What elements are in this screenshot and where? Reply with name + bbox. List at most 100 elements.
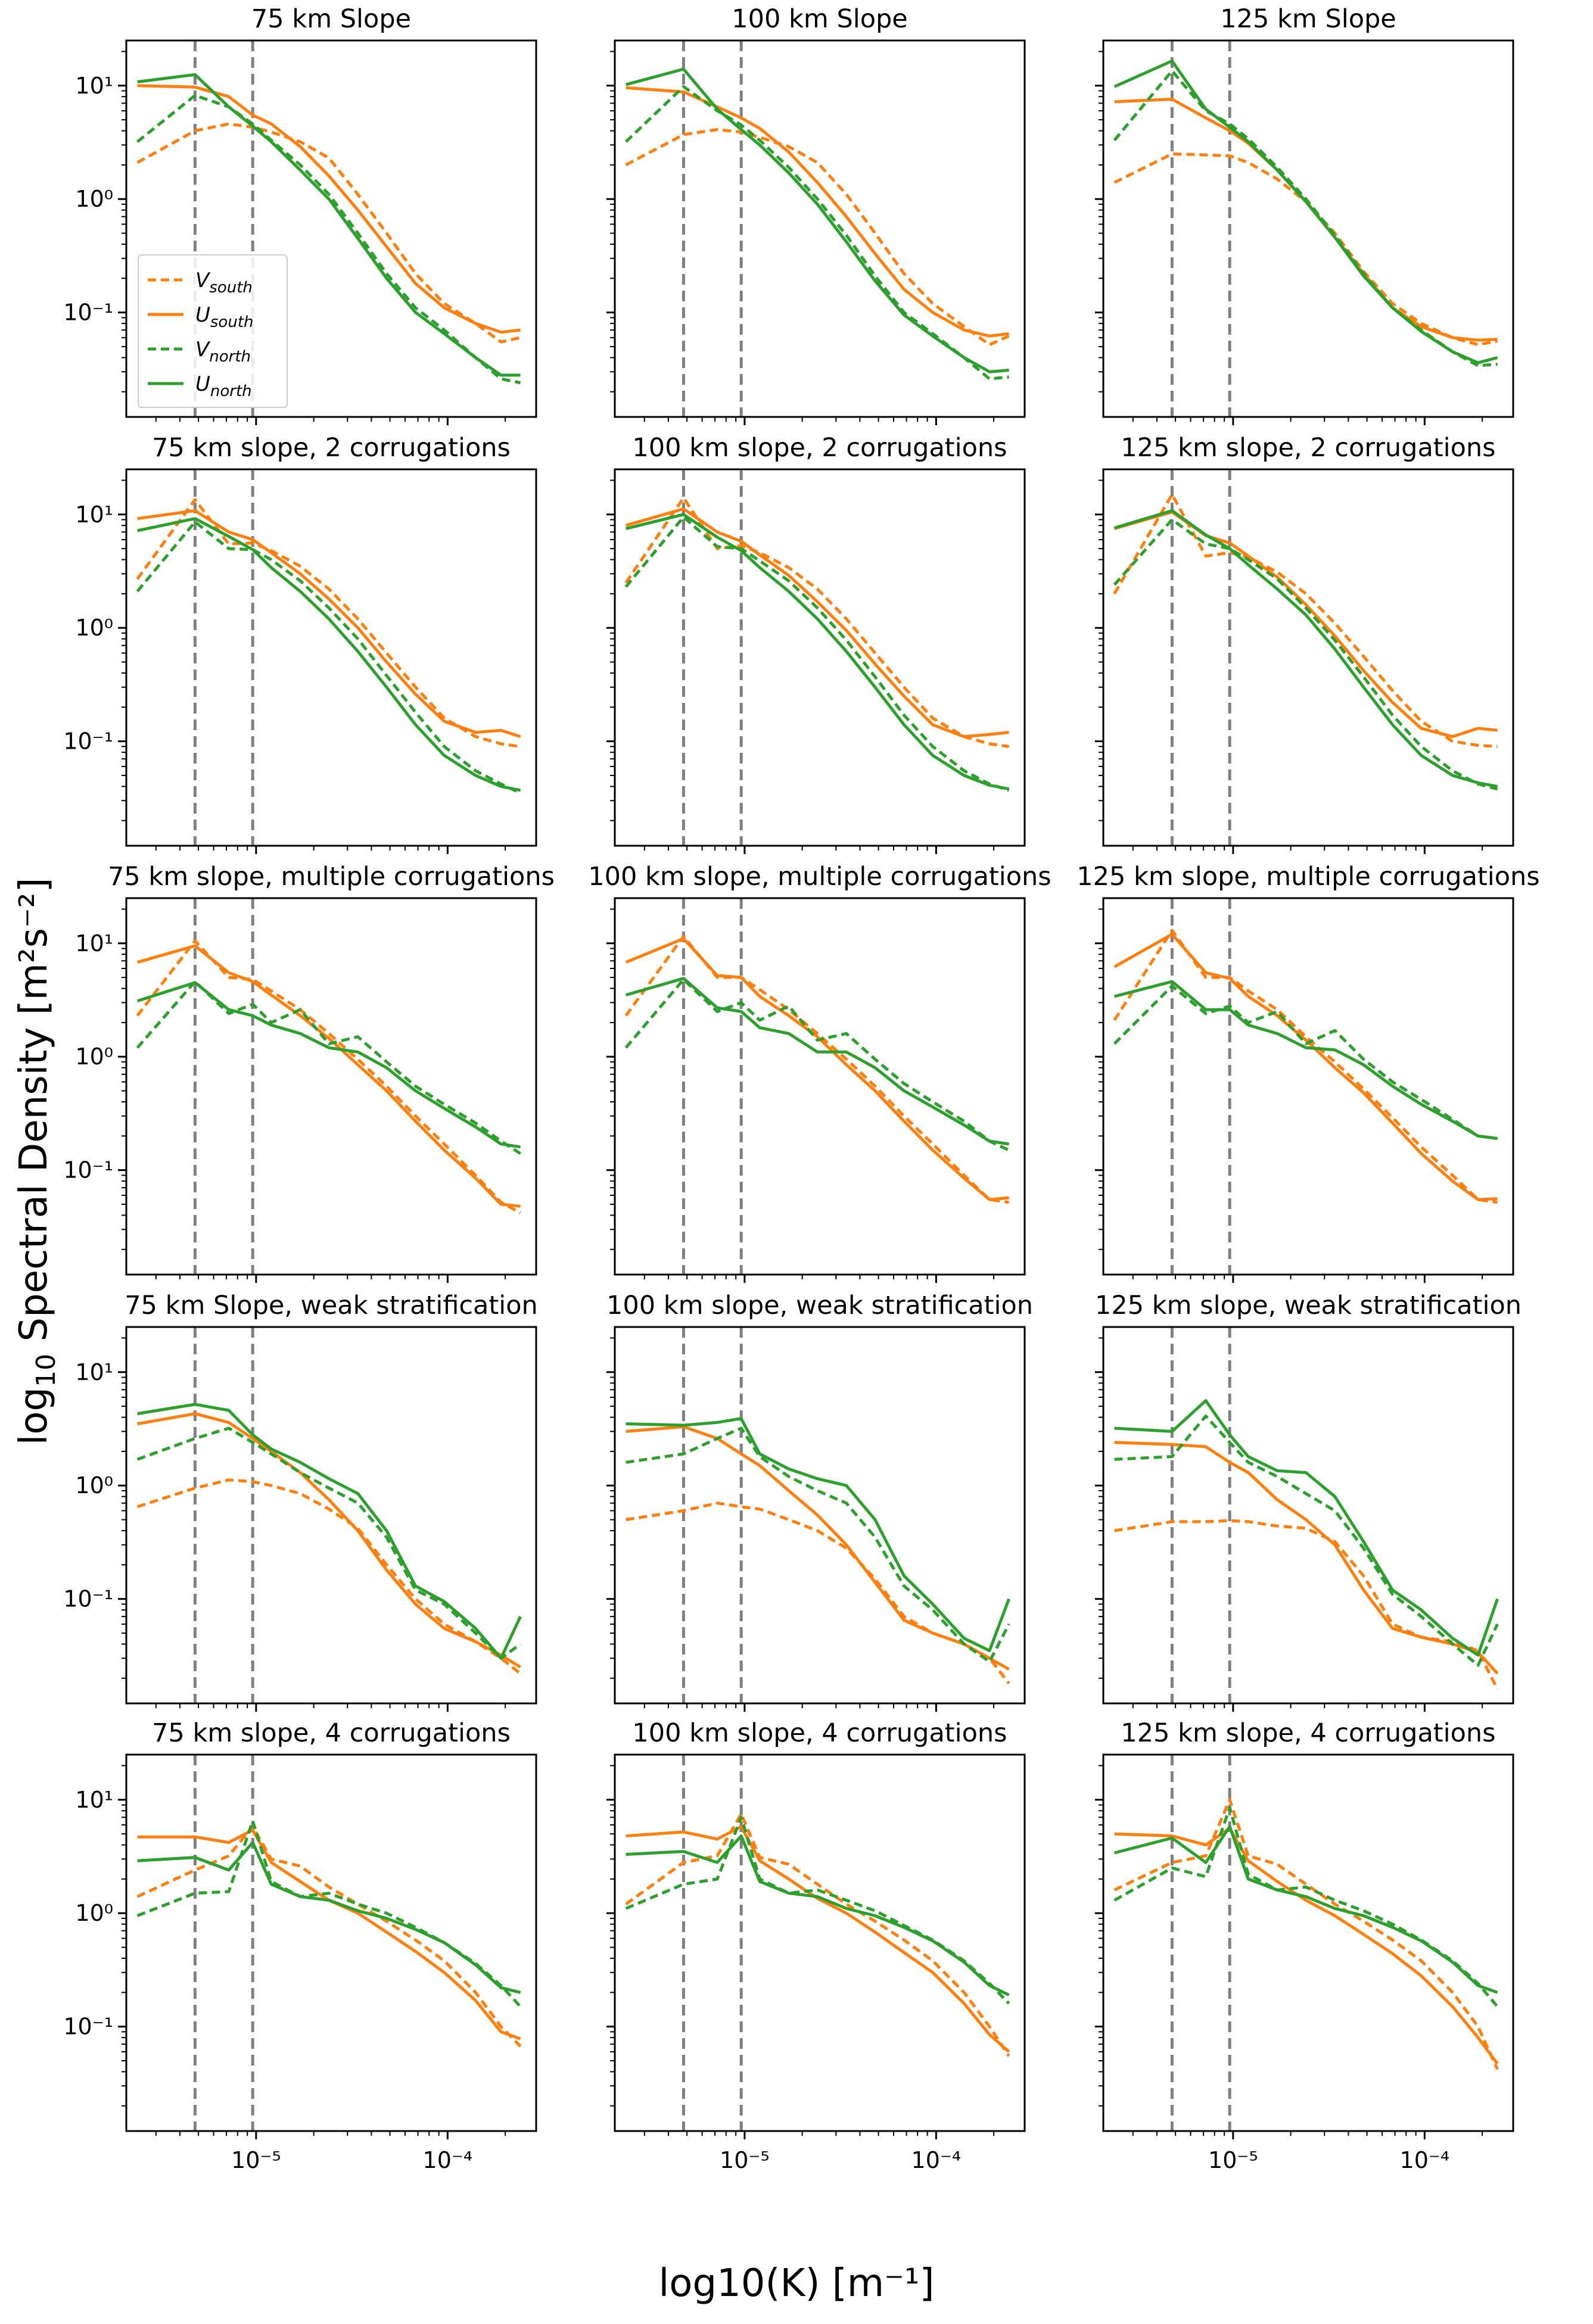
series-u-south (136, 944, 521, 1208)
x-tick-label: 10⁻⁴ (423, 2147, 473, 2173)
series-v-south (625, 128, 1010, 347)
plot-area (1113, 41, 1498, 417)
series-u-south (1114, 1441, 1499, 1675)
series-u-north (1113, 1825, 1498, 1994)
subplot-title: 100 km slope, 2 corrugations (632, 433, 1007, 463)
series-u-south (1114, 1827, 1499, 2065)
subplot-4: 75 km slope, 2 corrugations 10¹ 10⁰ 10⁻¹ (63, 433, 537, 854)
y-tick-label: 10⁻¹ (63, 300, 113, 326)
subplot-13: 75 km slope, 4 corrugations 10¹ 10⁰ 10⁻¹ 10⁻… (63, 1718, 537, 2173)
axes-frame (614, 1753, 1026, 2132)
axes-frame (614, 1326, 1026, 1705)
y-tick-label: 10⁰ (75, 1900, 113, 1926)
subplot-2: 100 km Slope (606, 4, 1026, 425)
subplot-title: 125 km slope, weak stratification (1095, 1291, 1522, 1320)
subplot-12: 125 km slope, weak stratification (1095, 1291, 1522, 1712)
legend-label-base: V (195, 269, 211, 292)
y-axis-label-sub: 10 (31, 1354, 61, 1387)
series-u-north (137, 1841, 521, 1994)
series-u-north (1113, 509, 1498, 788)
legend-label-base: V (195, 338, 211, 362)
series-v-north (136, 520, 521, 795)
axes-frame (125, 897, 537, 1276)
axes-frame (125, 1326, 537, 1705)
series-v-north (136, 1426, 522, 1660)
legend-label-base: U (195, 303, 210, 327)
series-u-north (625, 977, 1009, 1146)
series-v-south (1113, 493, 1498, 748)
y-tick-label: 10⁻¹ (63, 2014, 113, 2040)
y-tick-label: 10¹ (75, 1359, 113, 1385)
plot-area (136, 1327, 522, 1703)
axes-frame (1102, 468, 1514, 847)
y-tick-label: 10¹ (75, 73, 113, 99)
plot-area (136, 898, 521, 1275)
axes-frame (614, 39, 1026, 418)
subplot-title: 125 km Slope (1220, 4, 1396, 34)
series-v-south (136, 939, 521, 1214)
series-u-south (625, 507, 1009, 739)
panel-grid: 75 km Slope10¹10⁰10⁻¹VsouthUsouthVnorthU… (63, 4, 1539, 2173)
subplot-10: 75 km Slope, weak stratification 10¹ 10⁰ 10… (63, 1291, 538, 1712)
y-tick-label: 10⁰ (75, 186, 113, 212)
series-v-north (624, 515, 1010, 792)
series-u-north (137, 73, 521, 377)
legend-label-u-south: Usouth (195, 303, 254, 331)
plot-area (1113, 898, 1498, 1275)
series-u-south (1114, 98, 1498, 342)
series-u-south (626, 1425, 1010, 1671)
plot-area (136, 469, 521, 846)
y-tick-label: 10⁰ (75, 1472, 113, 1499)
plot-area (626, 1327, 1010, 1703)
x-tick-label: 10⁻⁵ (720, 2147, 770, 2173)
series-v-north (1113, 985, 1498, 1141)
plot-area (624, 469, 1010, 846)
subplot-title: 75 km Slope, weak stratification (125, 1291, 538, 1320)
plot-area (625, 1755, 1010, 2131)
series-v-north (136, 94, 521, 385)
subplot-3: 125 km Slope (1095, 4, 1514, 425)
subplot-title: 75 km slope, multiple corrugations (108, 862, 555, 892)
legend-label-v-north: Vnorth (195, 338, 251, 366)
plot-area (624, 41, 1010, 417)
series-v-south (624, 934, 1009, 1204)
series-u-south (1113, 933, 1498, 1201)
plot-area (1113, 469, 1498, 846)
y-tick-label: 10¹ (75, 1787, 113, 1813)
series-v-north (1114, 1415, 1499, 1667)
x-tick-label: 10⁻⁵ (231, 2147, 281, 2173)
subplot-5: 100 km slope, 2 corrugations (606, 433, 1026, 854)
y-tick-label: 10⁻¹ (63, 1157, 113, 1183)
subplot-11: 100 km slope, weak stratification (606, 1291, 1033, 1712)
series-u-south (626, 86, 1009, 338)
subplot-1: 75 km Slope10¹10⁰10⁻¹VsouthUsouthVnorthU… (63, 4, 537, 425)
series-u-north (625, 67, 1009, 373)
axes-frame (125, 39, 537, 418)
series-u-south (137, 1412, 521, 1669)
legend-label-sub: south (209, 279, 253, 297)
series-u-south (137, 509, 521, 739)
x-axis-label: log10(K) [m⁻¹] (659, 2261, 935, 2306)
subplot-7: 75 km slope, multiple corrugations 10¹ 10⁰… (63, 862, 555, 1283)
legend-label-base: U (195, 372, 210, 396)
series-v-north (624, 978, 1010, 1152)
subplot-title: 125 km slope, 4 corrugations (1121, 1718, 1495, 1748)
axes-frame (1102, 1326, 1514, 1705)
series-u-north (626, 1834, 1010, 1996)
y-tick-label: 10¹ (75, 930, 113, 957)
subplot-title: 125 km slope, multiple corrugations (1076, 862, 1539, 892)
series-u-south (626, 1825, 1010, 2053)
axes-frame (1102, 1753, 1514, 2132)
plot-area (136, 41, 521, 417)
legend-label-sub: south (210, 313, 254, 331)
y-tick-label: 10⁻¹ (63, 1586, 113, 1612)
series-v-north (1113, 518, 1498, 791)
series-v-south (136, 498, 521, 748)
subplot-6: 125 km slope, 2 corrugations (1095, 433, 1514, 854)
plot-area (136, 1755, 522, 2131)
y-axis-label-rest: Spectral Density [m²s⁻²] (12, 878, 56, 1354)
plot-area (624, 898, 1010, 1275)
y-tick-label: 10⁰ (75, 1043, 113, 1070)
